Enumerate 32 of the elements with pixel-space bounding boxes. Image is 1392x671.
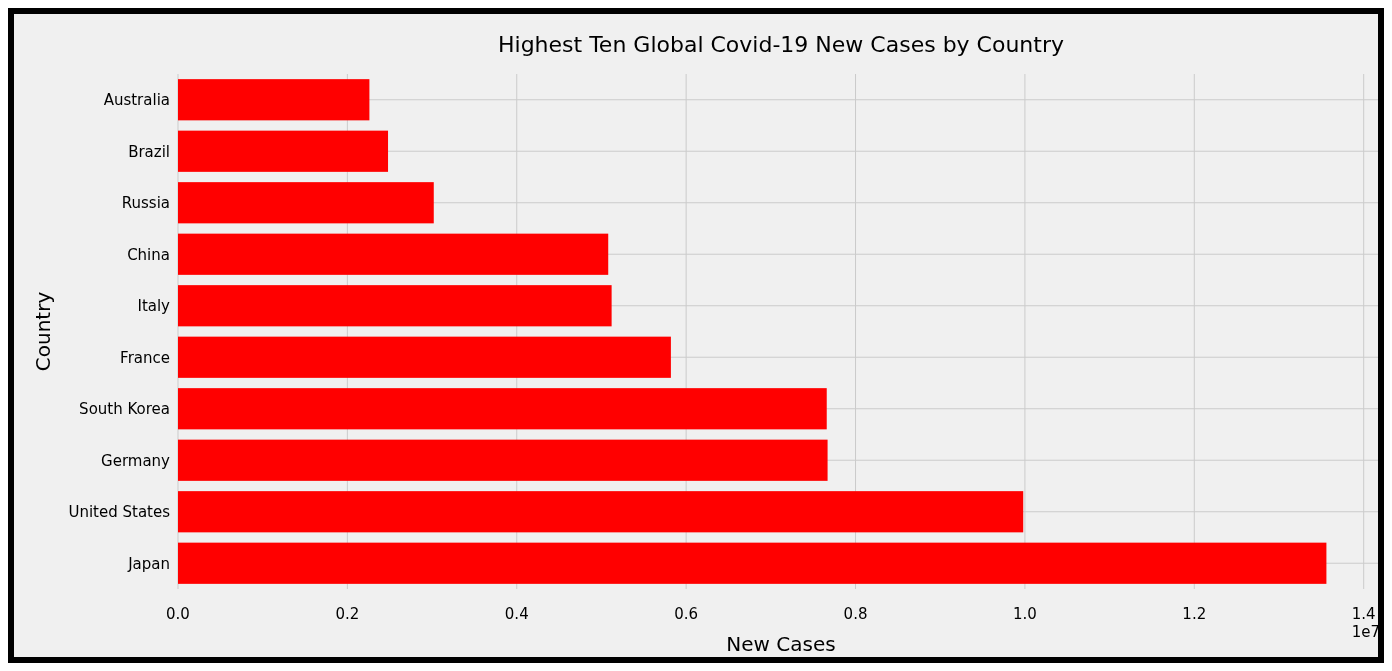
bar [178, 79, 370, 121]
y-tick-label: Brazil [128, 142, 170, 161]
y-axis-title: Country [31, 291, 55, 372]
chart-title: Highest Ten Global Covid-19 New Cases by Country [497, 32, 1065, 57]
x-tick-label: 1.0 [1012, 605, 1037, 623]
x-tick-label: 1.4 [1351, 605, 1376, 623]
bar [178, 336, 671, 378]
x-axis-title: New Cases [726, 632, 836, 656]
bar [178, 439, 828, 481]
bar [178, 130, 389, 172]
x-tick-label: 0.0 [166, 605, 190, 623]
bar [178, 182, 434, 224]
y-tick-label: United States [68, 503, 171, 521]
x-tick-label: 0.6 [674, 605, 699, 623]
bar [178, 542, 1327, 584]
x-tick-label: 1.2 [1182, 605, 1207, 623]
x-tick-label: 0.4 [504, 605, 529, 623]
bar [178, 491, 1024, 533]
bar [178, 388, 827, 430]
x-tick-label: 0.8 [843, 605, 868, 623]
y-tick-label: South Korea [79, 400, 170, 418]
bar [178, 285, 612, 327]
y-tick-label: Italy [137, 297, 171, 315]
y-tick-label: France [120, 348, 170, 367]
y-tick-label: Australia [103, 91, 170, 109]
y-tick-label: China [127, 245, 170, 264]
x-tick-label: 0.2 [335, 605, 360, 623]
y-tick-label: Germany [101, 451, 171, 470]
y-tick-label: Russia [121, 194, 170, 212]
y-tick-label: Japan [127, 554, 170, 573]
text: 1e7 [1351, 623, 1380, 641]
bar [178, 233, 609, 275]
